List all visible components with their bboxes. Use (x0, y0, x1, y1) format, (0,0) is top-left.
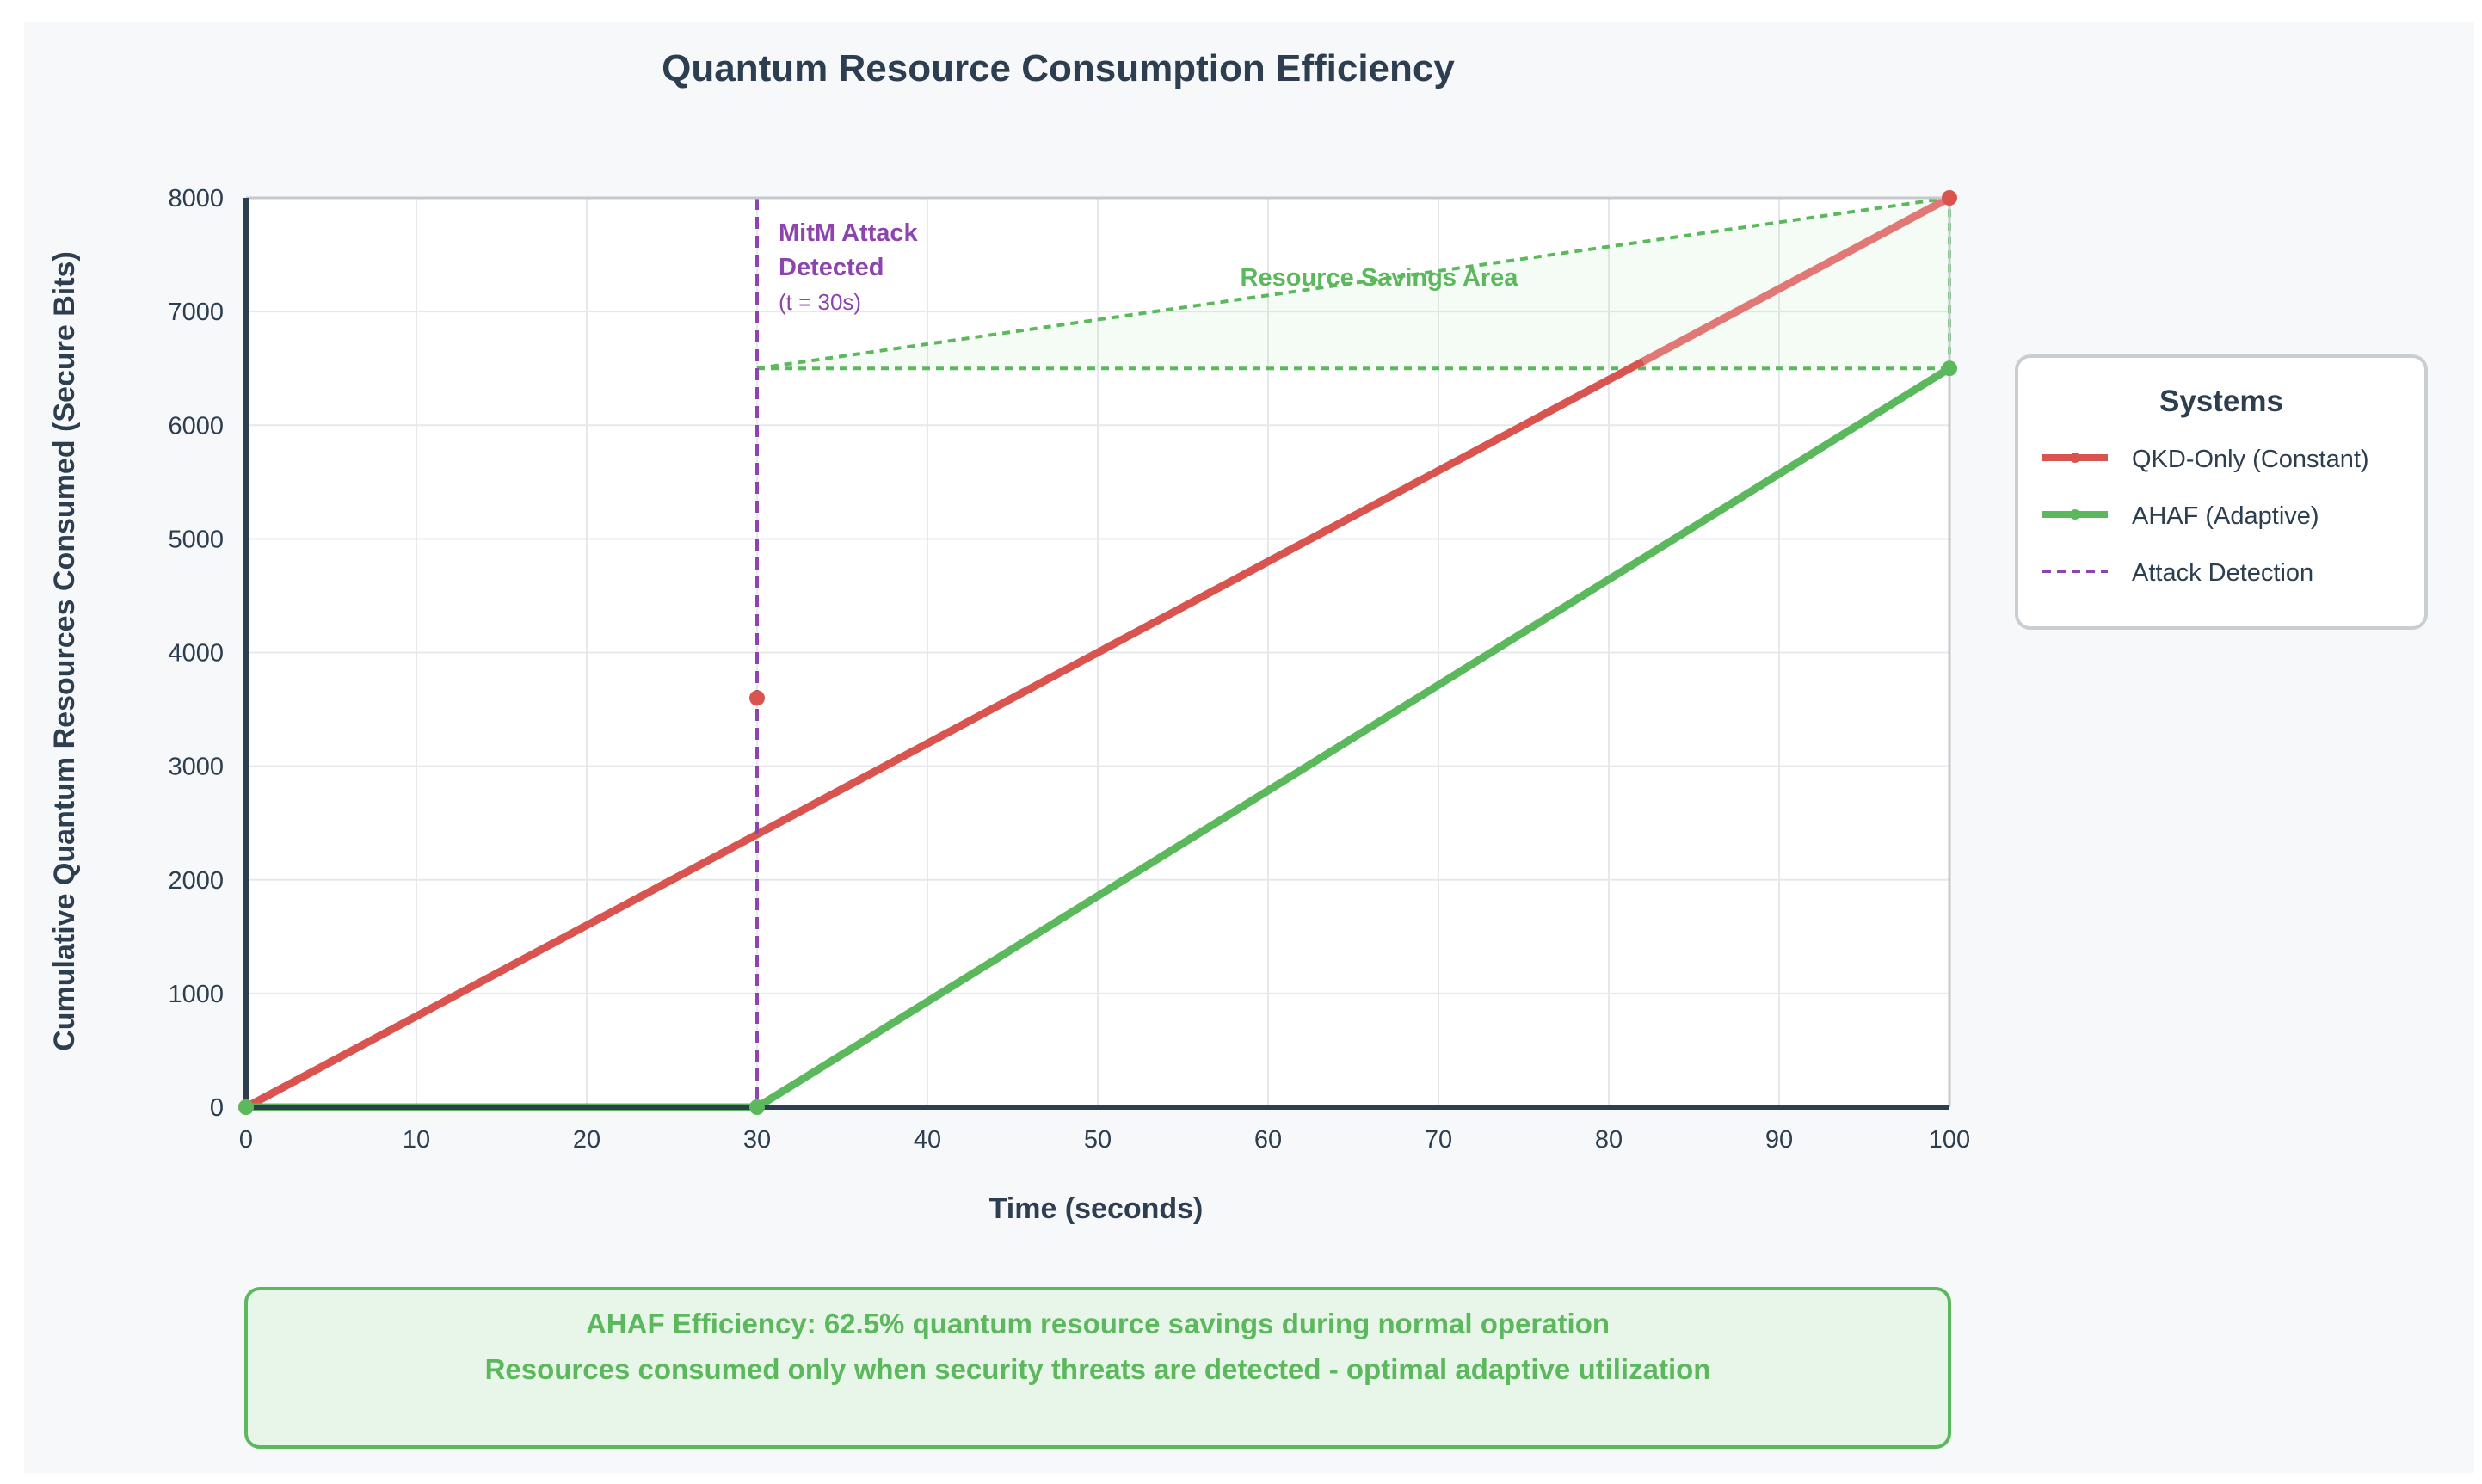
legend: Systems QKD-Only (Constant) AHAF (Adapti… (2015, 354, 2428, 630)
series-line-qkd-overlay (1641, 194, 1952, 366)
attack-label-line1: MitM Attack (779, 219, 919, 247)
x-tick-label: 10 (403, 1126, 430, 1154)
x-tick-label: 80 (1595, 1126, 1623, 1154)
legend-box (2015, 354, 2428, 630)
x-tick-label: 20 (573, 1126, 600, 1154)
y-tick-label: 1000 (168, 981, 224, 1008)
savings-area-label: Resource Savings Area (1241, 264, 1519, 292)
y-tick-label: 4000 (168, 640, 224, 668)
y-axis-label: Cumulative Quantum Resources Consumed (S… (48, 251, 81, 1051)
legend-label-qkd: QKD-Only (Constant) (2132, 446, 2369, 473)
info-box: AHAF Efficiency: 62.5% quantum resource … (244, 1287, 1951, 1449)
y-tick-label: 6000 (168, 412, 224, 440)
y-tick-label: 7000 (168, 299, 224, 326)
data-point (749, 690, 765, 706)
legend-label-attack: Attack Detection (2132, 559, 2313, 587)
savings-area-fill (757, 198, 1949, 369)
chart-title: Quantum Resource Consumption Efficiency (662, 47, 1455, 89)
data-point (1942, 360, 1957, 377)
y-tick-label: 0 (210, 1094, 224, 1122)
legend-label-ahaf: AHAF (Adaptive) (2132, 502, 2319, 530)
x-tick-label: 30 (743, 1126, 771, 1154)
series-line-qkd (242, 194, 1954, 1111)
markers-layer (238, 190, 1957, 1115)
x-tick-label: 100 (1929, 1126, 1970, 1154)
data-point (238, 1099, 254, 1115)
info-box-line2: Resources consumed only when security th… (485, 1353, 1711, 1385)
x-tick-label: 60 (1254, 1126, 1282, 1154)
attack-label-sub: (t = 30s) (779, 289, 861, 315)
y-tick-label: 5000 (168, 526, 224, 553)
legend-title: Systems (2159, 385, 2283, 418)
x-tick-label: 90 (1765, 1126, 1793, 1154)
x-tick-label: 50 (1084, 1126, 1112, 1154)
tick-labels: 0 10 20 30 40 50 60 70 80 90 100010002000300040005… (168, 185, 1970, 1154)
y-tick-label: 3000 (168, 754, 224, 781)
x-axis-label: Time (seconds) (989, 1192, 1204, 1225)
x-tick-label: 40 (914, 1126, 941, 1154)
y-tick-label: 8000 (168, 185, 224, 212)
data-point (749, 1099, 765, 1115)
info-box-frame (244, 1287, 1951, 1449)
legend-swatch-ahaf-dot (2070, 509, 2080, 520)
attack-label-line2: Detected (779, 254, 884, 281)
y-tick-label: 2000 (168, 867, 224, 895)
x-tick-label: 70 (1425, 1126, 1452, 1154)
axes (243, 196, 1951, 1110)
data-point (1942, 190, 1957, 206)
x-tick-label: 0 (239, 1126, 253, 1154)
info-box-line1: AHAF Efficiency: 62.5% quantum resource … (586, 1308, 1610, 1339)
legend-swatch-qkd-dot (2070, 453, 2080, 463)
